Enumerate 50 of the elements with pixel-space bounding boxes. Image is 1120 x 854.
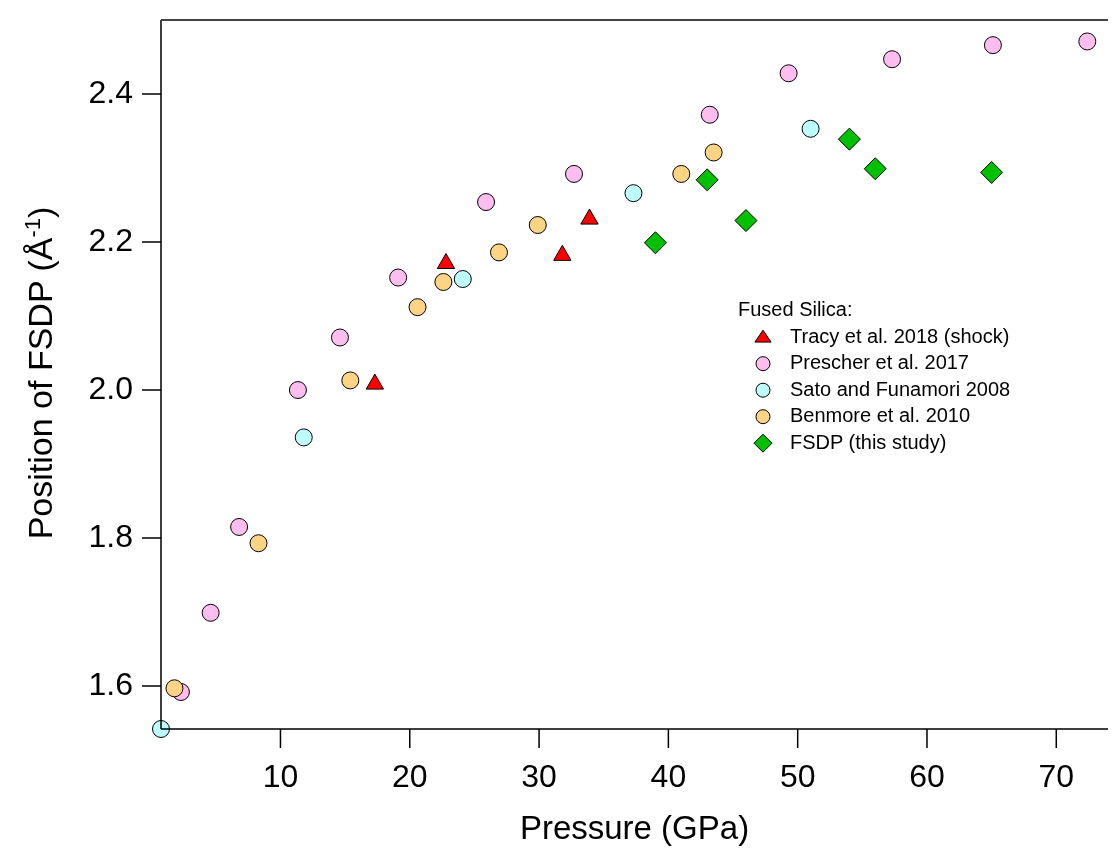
x-tick-label: 70 xyxy=(1038,758,1075,795)
point xyxy=(288,381,307,400)
point xyxy=(704,143,723,162)
legend-label: FSDP (this study) xyxy=(790,430,947,453)
point xyxy=(695,168,719,192)
y-tick-label: 2.2 xyxy=(88,221,133,258)
point xyxy=(700,105,719,124)
point xyxy=(477,193,496,212)
point xyxy=(837,127,861,151)
point xyxy=(489,243,508,262)
point xyxy=(863,157,887,181)
point xyxy=(564,164,583,183)
point xyxy=(249,534,268,553)
point xyxy=(801,119,820,138)
x-tick-label: 60 xyxy=(909,758,945,795)
point xyxy=(980,160,1004,184)
point xyxy=(528,216,547,234)
point xyxy=(330,328,349,347)
legend-label: Sato and Funamori 2008 xyxy=(790,377,1011,400)
point xyxy=(230,517,249,536)
y-tick-label: 2.0 xyxy=(88,369,133,406)
legend-label: Tracy et al. 2018 (shock) xyxy=(790,324,1010,347)
y-tick-label: 1.6 xyxy=(88,665,133,702)
point xyxy=(643,231,667,255)
point xyxy=(434,272,453,291)
point xyxy=(883,50,902,69)
point xyxy=(408,298,427,317)
y-tick-label: 2.4 xyxy=(88,73,133,110)
point xyxy=(672,164,691,183)
legend-label: Prescher et al. 2017 xyxy=(790,351,969,374)
y-tick-label: 1.8 xyxy=(88,517,133,554)
x-tick-label: 10 xyxy=(262,758,299,795)
point xyxy=(1078,32,1097,51)
x-axis-title: Pressure (GPa) xyxy=(519,809,750,847)
point xyxy=(294,428,313,447)
point xyxy=(389,268,408,287)
x-tick-label: 20 xyxy=(391,758,428,795)
x-tick-label: 30 xyxy=(521,758,557,795)
point xyxy=(779,64,798,83)
legend-label: Benmore et al. 2010 xyxy=(790,404,971,427)
x-tick-label: 50 xyxy=(779,758,816,795)
x-tick-label: 40 xyxy=(650,758,687,795)
point xyxy=(341,371,360,390)
point xyxy=(983,36,1002,55)
point xyxy=(624,184,643,203)
point xyxy=(165,679,184,698)
point xyxy=(734,209,758,233)
legend-title: Fused Silica: xyxy=(738,298,853,321)
point xyxy=(453,270,472,289)
point xyxy=(201,603,220,622)
